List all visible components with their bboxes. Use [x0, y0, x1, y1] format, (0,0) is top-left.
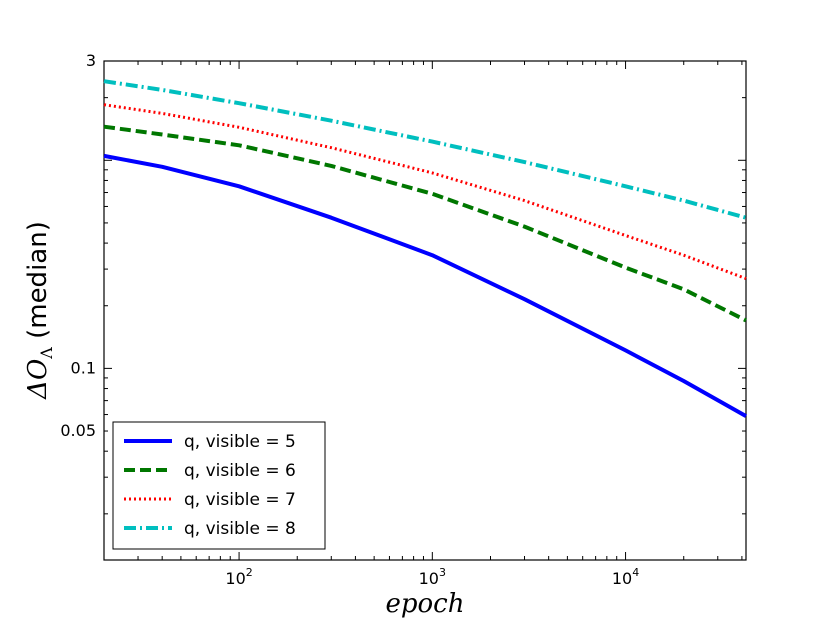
x-axis-label: epoch — [386, 589, 465, 619]
legend: q, visible = 5 q, visible = 6 q, visible =… — [112, 421, 326, 550]
y-tick-label: 3 — [86, 51, 96, 70]
legend-label-3: q, visible = 7 — [184, 490, 296, 510]
y-axis-label: ΔOΛ (median) — [23, 221, 56, 400]
x-tick-label-base: 10 — [419, 569, 439, 588]
x-tick-label: 104 — [612, 566, 639, 588]
y-axis-label-group: ΔOΛ (median) — [23, 221, 56, 400]
series-line-1 — [103, 153, 747, 418]
y-tick-label: 0.1 — [71, 358, 96, 377]
x-tick-label: 102 — [225, 566, 252, 588]
x-tick-label-exp: 4 — [632, 566, 639, 579]
legend-label-4: q, visible = 8 — [184, 519, 296, 539]
y-axis-label-main: ΔO — [23, 359, 53, 400]
series-line-2 — [103, 124, 747, 323]
plot-area-frame — [103, 60, 747, 561]
series-line-3 — [103, 103, 747, 281]
x-tick-label: 103 — [419, 566, 446, 588]
legend-label-2: q, visible = 6 — [184, 461, 296, 481]
x-tick-label-base: 10 — [612, 569, 632, 588]
y-axis-label-subscript: Λ — [37, 347, 56, 360]
x-tick-label-exp: 2 — [246, 566, 253, 579]
x-tick-label-exp: 3 — [439, 566, 446, 579]
series-layer — [103, 79, 747, 418]
x-tick-label-base: 10 — [225, 569, 245, 588]
y-tick-label: 0.05 — [60, 421, 96, 440]
y-axis-label-suffix: (median) — [23, 221, 53, 347]
legend-label-1: q, visible = 5 — [184, 432, 296, 452]
series-line-4 — [103, 79, 747, 220]
